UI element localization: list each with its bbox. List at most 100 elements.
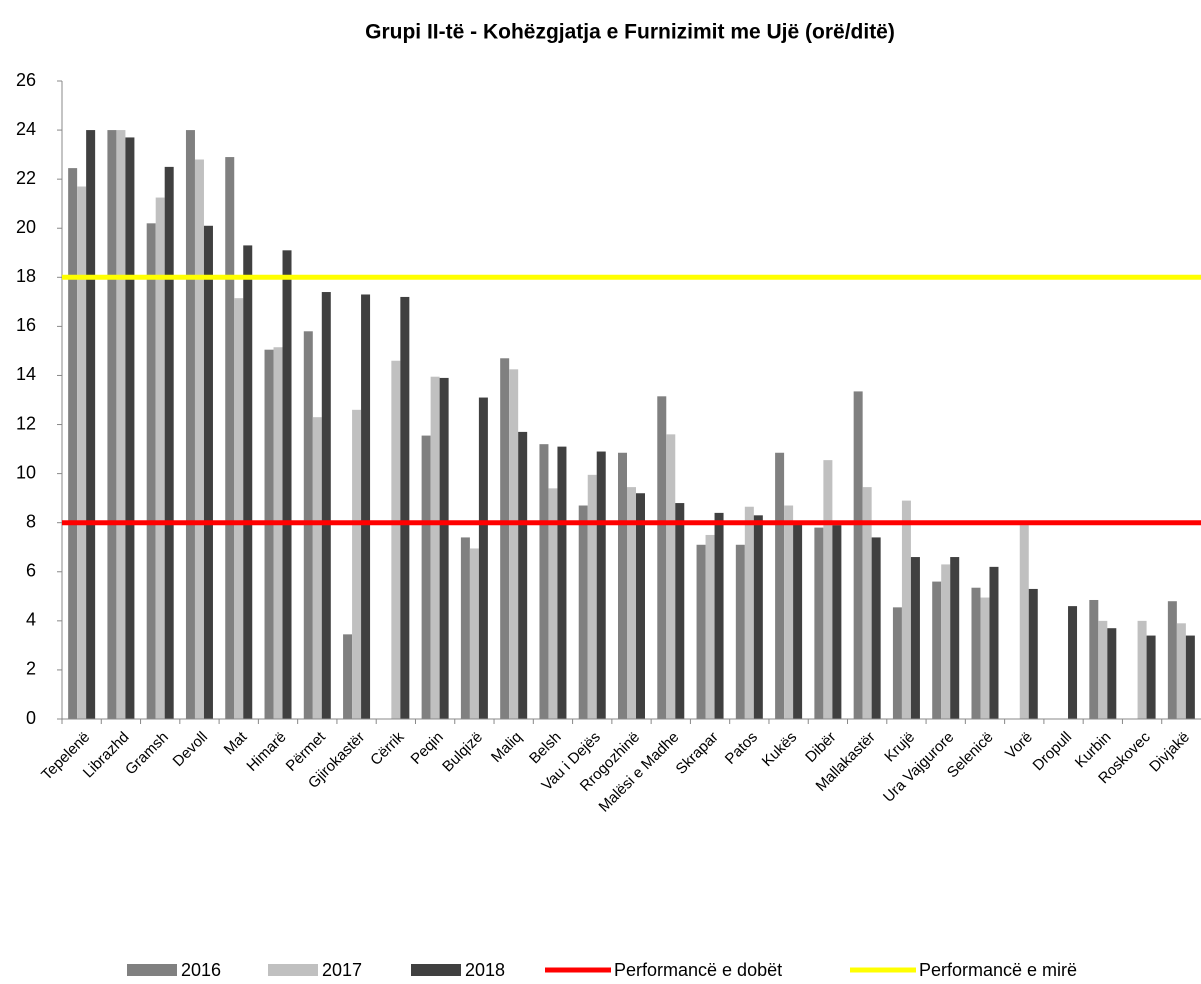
bar: [636, 493, 645, 719]
bar: [989, 566, 999, 719]
y-tick-label: 16: [16, 315, 36, 335]
bar: [155, 197, 165, 720]
bar: [1028, 588, 1038, 719]
x-tick-label: Kukës: [759, 729, 801, 771]
bar: [361, 294, 371, 719]
bar: [1167, 601, 1177, 719]
bar: [282, 250, 292, 720]
bar: [548, 488, 558, 719]
bar: [1089, 599, 1099, 719]
bar: [264, 349, 274, 719]
bar: [784, 505, 794, 719]
y-tick-label: 24: [16, 119, 36, 139]
bar: [469, 548, 479, 719]
bar: [243, 245, 253, 719]
bar: [1146, 635, 1156, 719]
y-tick-label: 18: [16, 266, 36, 286]
bar: [1107, 628, 1117, 719]
bar: [901, 500, 911, 719]
bar: [627, 487, 636, 719]
bar: [578, 505, 588, 719]
bar: [871, 537, 881, 719]
bar: [618, 452, 627, 719]
legend-swatch: [268, 964, 318, 976]
legend-label: Performancë e dobët: [614, 960, 782, 980]
bar: [430, 376, 440, 719]
x-tick-label: Skrapar: [673, 729, 722, 778]
bar: [941, 564, 951, 719]
bar: [400, 296, 410, 719]
x-tick-label: Divjakë: [1146, 729, 1193, 776]
bar: [321, 292, 331, 719]
bar: [775, 452, 785, 719]
bar: [1137, 620, 1147, 719]
legend-label: 2018: [465, 960, 505, 980]
bar: [273, 347, 283, 719]
x-tick-label: Dropull: [1030, 729, 1076, 775]
x-tick-label: Krujë: [881, 729, 918, 766]
bar: [744, 506, 754, 719]
bar: [146, 223, 156, 720]
bar: [832, 525, 842, 719]
bar: [587, 474, 597, 719]
legend-label: Performancë e mirë: [919, 960, 1077, 980]
bar: [125, 137, 135, 719]
bar: [439, 377, 449, 719]
legend-label: 2017: [322, 960, 362, 980]
bar: [77, 186, 87, 719]
x-tick-label: Gramsh: [122, 729, 172, 779]
bar: [862, 487, 872, 719]
x-tick-label: Patos: [722, 729, 761, 768]
bar: [853, 391, 863, 719]
bar: [793, 522, 803, 719]
bar: [203, 225, 213, 719]
y-tick-label: 12: [16, 413, 36, 433]
bar: [1098, 620, 1108, 719]
bar: [950, 557, 960, 719]
bar: [1019, 525, 1029, 719]
bar: [557, 446, 567, 719]
legend-swatch: [411, 964, 461, 976]
x-tick-label: Cërrik: [367, 728, 408, 769]
bar: [421, 435, 431, 719]
y-tick-label: 14: [16, 364, 36, 384]
legend-label: 2016: [181, 960, 221, 980]
y-tick-label: 6: [26, 561, 36, 581]
bar: [932, 581, 942, 719]
y-tick-label: 20: [16, 217, 36, 237]
bar: [234, 298, 244, 719]
legend-swatch: [127, 964, 177, 976]
x-tick-label: Vorë: [1002, 729, 1036, 763]
bar: [1176, 623, 1186, 719]
bar: [460, 537, 470, 719]
bar: [194, 159, 204, 719]
bar: [675, 503, 685, 719]
bar: [164, 166, 174, 719]
y-tick-label: 2: [26, 659, 36, 679]
bar: [1068, 606, 1078, 719]
y-tick-label: 0: [26, 708, 36, 728]
bar: [971, 587, 981, 719]
bar: [116, 130, 126, 720]
bar: [814, 527, 824, 719]
bar: [478, 397, 488, 719]
bar: [225, 157, 235, 720]
bar: [714, 512, 724, 719]
bar: [343, 634, 353, 719]
bar: [86, 130, 96, 720]
y-tick-label: 22: [16, 168, 36, 188]
y-tick-label: 8: [26, 511, 36, 531]
bar: [705, 534, 715, 719]
x-tick-label: Mat: [221, 728, 251, 758]
bar: [735, 544, 745, 719]
x-tick-label: Bulqizë: [439, 729, 486, 776]
y-tick-label: 26: [16, 70, 36, 90]
bar: [1185, 635, 1195, 719]
y-tick-label: 4: [26, 610, 36, 630]
x-tick-label: Maliq: [488, 729, 525, 766]
bar: [892, 607, 902, 719]
bar: [596, 451, 606, 719]
bar: [68, 168, 78, 719]
